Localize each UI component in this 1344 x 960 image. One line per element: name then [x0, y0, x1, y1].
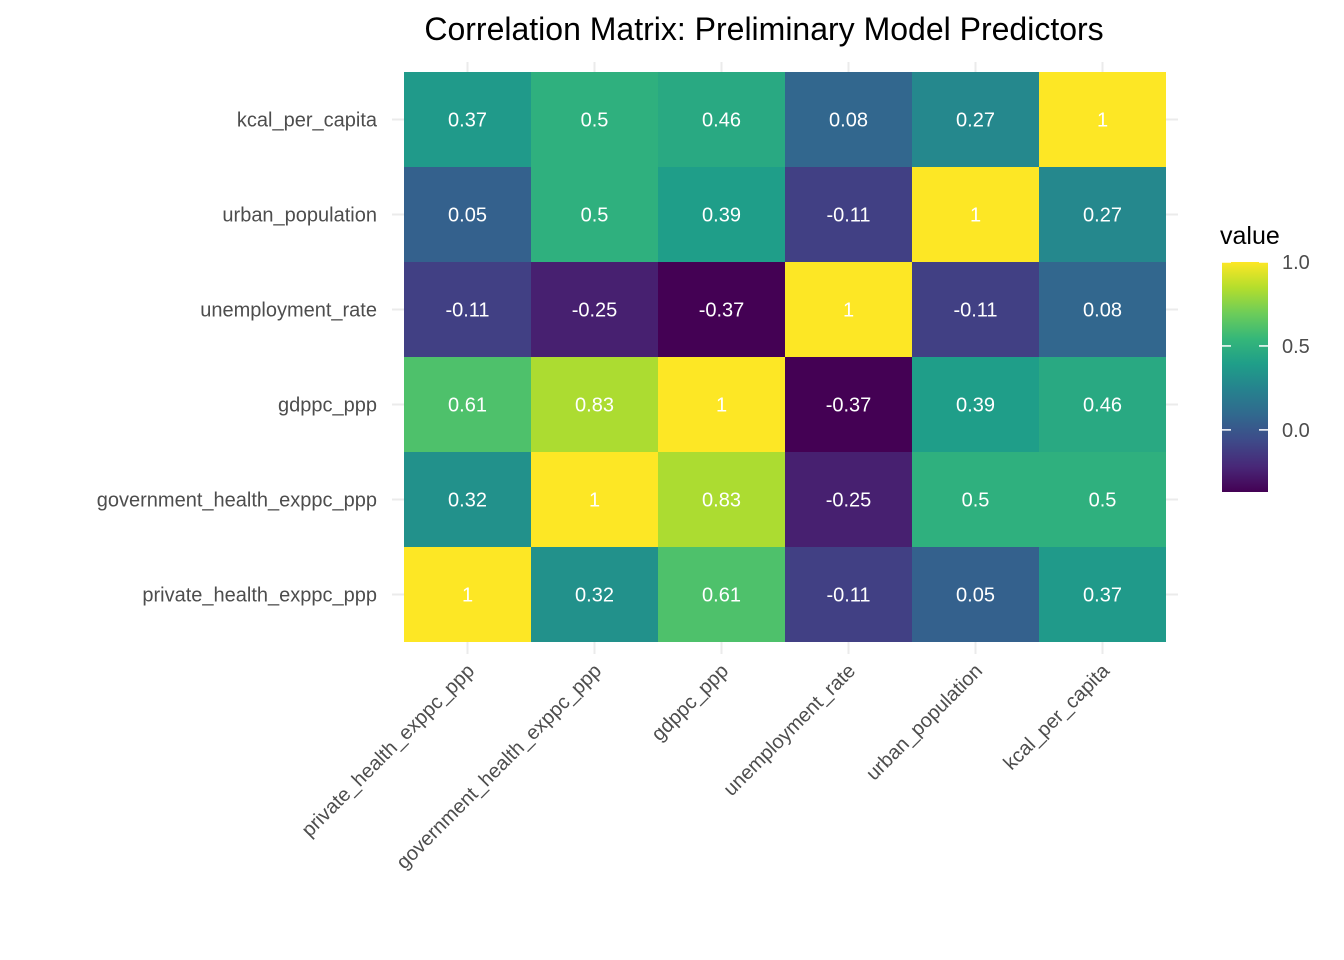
- heatmap-cell-private-health-exppc-ppp-unemployment-rate: [785, 547, 912, 642]
- cell-value-label: 0.37: [448, 110, 487, 132]
- legend-tick-label: 1.0: [1282, 252, 1310, 274]
- y-axis-tick-labels: private_health_exppc_ppp government_healt…: [97, 110, 378, 607]
- heatmap-cell-kcal-per-capita-kcal-per-capita: [1039, 72, 1166, 167]
- cell-value-label: 0.27: [1083, 205, 1122, 227]
- heatmap-cell-unemployment-rate-private-health-exppc-ppp: [404, 262, 531, 357]
- heatmap-cell-private-health-exppc-ppp-government-health-exppc-ppp: [531, 547, 658, 642]
- cell-value-label: -0.11: [445, 300, 489, 322]
- heatmap-cell-gdppc-ppp-government-health-exppc-ppp: [531, 357, 658, 452]
- heatmap-cell-gdppc-ppp-kcal-per-capita: [1039, 357, 1166, 452]
- x-tick-label-government-health-exppc-ppp: government_health_exppc_ppp: [392, 660, 606, 874]
- heatmap-cell-private-health-exppc-ppp-gdppc-ppp: [658, 547, 785, 642]
- cell-value-label: 0.08: [1083, 300, 1122, 322]
- heatmap-cell-urban-population-unemployment-rate: [785, 167, 912, 262]
- cell-value-label: -0.37: [826, 395, 872, 417]
- heatmap-cell-unemployment-rate-unemployment-rate: [785, 262, 912, 357]
- heatmap-cell-urban-population-gdppc-ppp: [658, 167, 785, 262]
- cell-value-label: -0.11: [953, 300, 997, 322]
- cell-value-label: 0.32: [448, 490, 487, 512]
- heatmap-cell-urban-population-private-health-exppc-ppp: [404, 167, 531, 262]
- cell-value-label: 0.46: [702, 110, 741, 132]
- heatmap-cell-private-health-exppc-ppp-urban-population: [912, 547, 1039, 642]
- cell-value-label: 0.5: [581, 110, 609, 132]
- y-tick-label-private-health-exppc-ppp: private_health_exppc_ppp: [142, 585, 377, 607]
- cell-value-label: 0.08: [829, 110, 868, 132]
- cell-value-label: 0.37: [1083, 585, 1122, 607]
- cell-value-label: 0.05: [956, 585, 995, 607]
- heatmap-cell-unemployment-rate-government-health-exppc-ppp: [531, 262, 658, 357]
- heatmap-cell-gdppc-ppp-private-health-exppc-ppp: [404, 357, 531, 452]
- cell-value-label: 0.5: [581, 205, 609, 227]
- y-tick-label-urban-population: urban_population: [222, 205, 377, 227]
- cell-value-label: -0.11: [826, 205, 870, 227]
- heatmap-cell-government-health-exppc-ppp-unemployment-rate: [785, 452, 912, 547]
- cell-value-label: 0.5: [962, 490, 990, 512]
- color-legend: value 1.0 0.5 0.0: [1220, 222, 1310, 492]
- cell-value-label: 0.32: [575, 585, 614, 607]
- x-axis-tick-labels: private_health_exppc_pppgovernment_healt…: [298, 659, 1115, 873]
- cell-value-labels: 1 0.32 0.61 -0.11 0.05 0.37 0.32 1 0.83 -0.25 0.5 0…: [445, 110, 1122, 607]
- legend-title: value: [1220, 222, 1280, 250]
- heatmap-cell-urban-population-kcal-per-capita: [1039, 167, 1166, 262]
- heatmap-cell-kcal-per-capita-unemployment-rate: [785, 72, 912, 167]
- y-tick-label-gdppc-ppp: gdppc_ppp: [278, 395, 377, 417]
- heatmap-cell-gdppc-ppp-unemployment-rate: [785, 357, 912, 452]
- y-tick-label-kcal-per-capita: kcal_per_capita: [237, 110, 378, 132]
- heatmap-cell-unemployment-rate-urban-population: [912, 262, 1039, 357]
- cell-value-label: 0.83: [702, 490, 741, 512]
- heatmap-cells: [404, 72, 1166, 642]
- cell-value-label: 1: [462, 585, 473, 607]
- chart-title: Correlation Matrix: Preliminary Model Pr…: [424, 11, 1103, 47]
- legend-tick-label: 0.5: [1282, 336, 1310, 358]
- heatmap-cell-kcal-per-capita-private-health-exppc-ppp: [404, 72, 531, 167]
- heatmap-cell-gdppc-ppp-urban-population: [912, 357, 1039, 452]
- y-tick-label-unemployment-rate: unemployment_rate: [200, 300, 377, 322]
- cell-value-label: 1: [843, 300, 854, 322]
- heatmap-cell-government-health-exppc-ppp-kcal-per-capita: [1039, 452, 1166, 547]
- legend-tick-label: 0.0: [1282, 420, 1310, 442]
- x-tick-label-kcal-per-capita: kcal_per_capita: [999, 659, 1114, 774]
- heatmap-cell-kcal-per-capita-urban-population: [912, 72, 1039, 167]
- cell-value-label: -0.11: [826, 585, 870, 607]
- heatmap-cell-urban-population-government-health-exppc-ppp: [531, 167, 658, 262]
- x-tick-label-unemployment-rate: unemployment_rate: [719, 660, 860, 801]
- heatmap-cell-private-health-exppc-ppp-private-health-exppc-ppp: [404, 547, 531, 642]
- heatmap-cell-unemployment-rate-kcal-per-capita: [1039, 262, 1166, 357]
- cell-value-label: 0.61: [702, 585, 741, 607]
- heatmap-cell-gdppc-ppp-gdppc-ppp: [658, 357, 785, 452]
- cell-value-label: 1: [589, 490, 600, 512]
- cell-value-label: 0.39: [956, 395, 995, 417]
- heatmap-cell-kcal-per-capita-gdppc-ppp: [658, 72, 785, 167]
- cell-value-label: 0.39: [702, 205, 741, 227]
- cell-value-label: -0.37: [699, 300, 745, 322]
- cell-value-label: 0.83: [575, 395, 614, 417]
- heatmap-cell-private-health-exppc-ppp-kcal-per-capita: [1039, 547, 1166, 642]
- cell-value-label: 1: [716, 395, 727, 417]
- cell-value-label: -0.25: [826, 490, 872, 512]
- cell-value-label: 1: [970, 205, 981, 227]
- y-tick-label-government-health-exppc-ppp: government_health_exppc_ppp: [97, 490, 377, 512]
- cell-value-label: 0.61: [448, 395, 487, 417]
- heatmap-cell-kcal-per-capita-government-health-exppc-ppp: [531, 72, 658, 167]
- cell-value-label: 0.05: [448, 205, 487, 227]
- cell-value-label: -0.25: [572, 300, 618, 322]
- cell-value-label: 1: [1097, 110, 1108, 132]
- heatmap-cell-government-health-exppc-ppp-gdppc-ppp: [658, 452, 785, 547]
- x-tick-label-gdppc-ppp: gdppc_ppp: [647, 660, 733, 746]
- legend-colorbar: [1222, 262, 1268, 492]
- heatmap-cell-government-health-exppc-ppp-urban-population: [912, 452, 1039, 547]
- heatmap-cell-urban-population-urban-population: [912, 167, 1039, 262]
- cell-value-label: 0.5: [1089, 490, 1117, 512]
- heatmap-cell-unemployment-rate-gdppc-ppp: [658, 262, 785, 357]
- heatmap-cell-government-health-exppc-ppp-government-health-exppc-ppp: [531, 452, 658, 547]
- x-tick-label-urban-population: urban_population: [862, 660, 987, 785]
- heatmap-cell-government-health-exppc-ppp-private-health-exppc-ppp: [404, 452, 531, 547]
- cell-value-label: 0.27: [956, 110, 995, 132]
- cell-value-label: 0.46: [1083, 395, 1122, 417]
